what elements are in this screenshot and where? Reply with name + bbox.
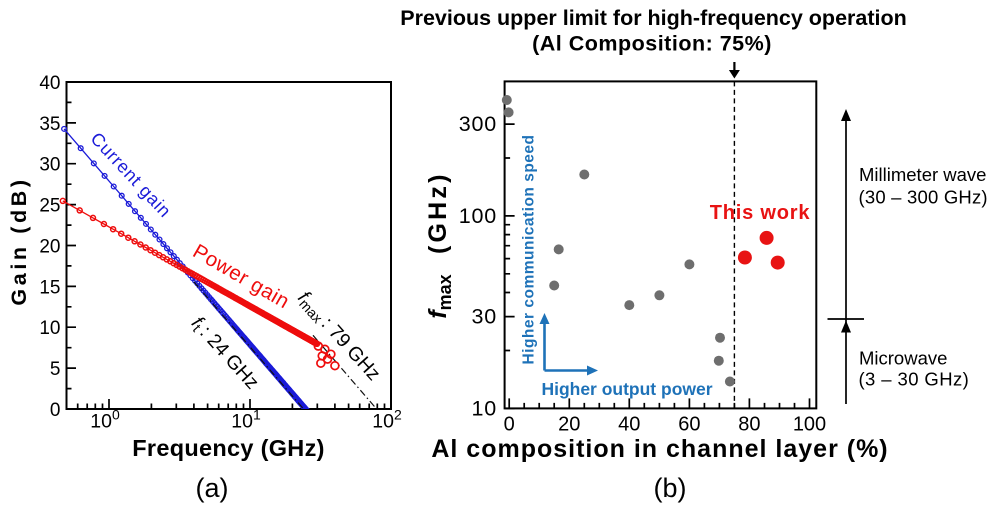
svg-text:0: 0 [504,414,515,436]
svg-text:Microwave: Microwave [859,348,947,369]
svg-text:Higher communication speed: Higher communication speed [521,134,538,364]
svg-text:15: 15 [39,277,60,298]
svg-text:10: 10 [471,396,497,420]
svg-text:0: 0 [50,400,61,421]
svg-text:Gain (dB): Gain (dB) [7,176,31,305]
svg-text:Previous upper limit for high-: Previous upper limit for high-frequency … [400,6,907,30]
svg-text:100: 100 [459,204,497,228]
svg-text:Al composition in channel laye: Al composition in channel layer (%) [431,435,888,463]
svg-text:30: 30 [39,155,60,176]
svg-text:(30 – 300 GHz): (30 – 300 GHz) [859,187,988,208]
svg-text:100: 100 [793,414,826,436]
svg-text:10: 10 [39,318,60,339]
svg-text:(Al Composition: 75%): (Al Composition: 75%) [532,32,772,56]
svg-text:(a): (a) [196,473,229,503]
svg-text:(3 – 30 GHz): (3 – 30 GHz) [859,369,970,390]
svg-text:30: 30 [471,305,497,329]
svg-text:Higher output power: Higher output power [541,379,712,399]
svg-text:35: 35 [39,114,60,135]
svg-text:300: 300 [459,112,497,136]
svg-text:Frequency (GHz): Frequency (GHz) [132,435,325,461]
svg-text:80: 80 [738,414,760,436]
svg-text:(b): (b) [654,473,687,503]
svg-text:20: 20 [558,414,580,436]
svg-text:5: 5 [50,359,61,380]
svg-text:Millimeter wave: Millimeter wave [859,164,986,185]
svg-text:60: 60 [678,414,700,436]
svg-text:40: 40 [618,414,640,436]
svg-text:This work: This work [710,202,811,224]
svg-text:40: 40 [39,73,60,94]
svg-text:25: 25 [39,196,60,217]
svg-text:fmax (GHz): fmax (GHz) [424,171,455,318]
svg-text:100: 100 [90,407,120,433]
svg-text:20: 20 [39,237,60,258]
